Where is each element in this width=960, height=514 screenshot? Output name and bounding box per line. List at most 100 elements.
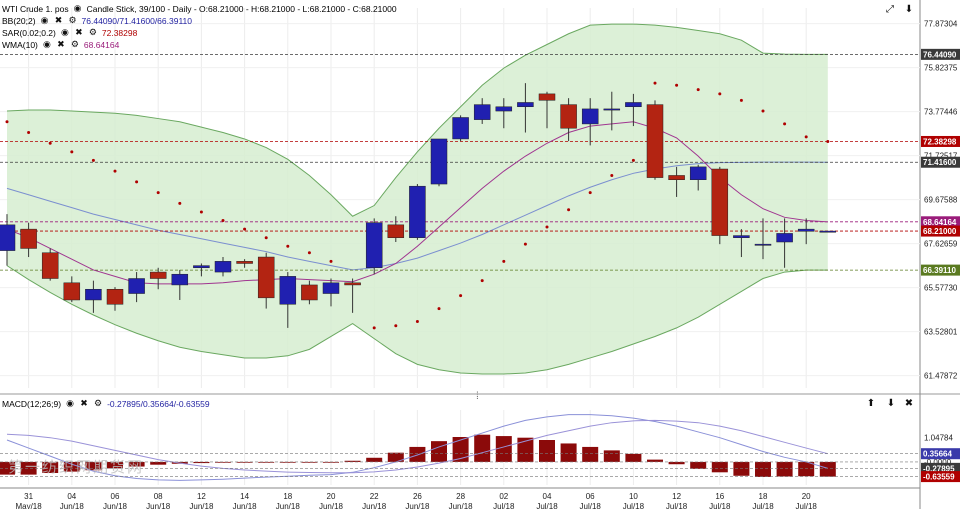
x-tick-day: 14 xyxy=(240,492,249,501)
x-tick-day: 10 xyxy=(629,492,638,501)
price-tag xyxy=(921,135,960,147)
sar-dot xyxy=(5,120,9,124)
x-tick-month: Jul/18 xyxy=(536,502,558,509)
candle-up xyxy=(365,222,383,269)
macd-hist-bar xyxy=(431,441,447,462)
eye-icon[interactable]: ◉ xyxy=(73,3,82,13)
eye-icon[interactable]: ◉ xyxy=(40,15,49,25)
x-tick-day: 20 xyxy=(327,492,336,501)
close-icon[interactable]: ✖ xyxy=(75,27,83,37)
indicator-name: WMA(10) xyxy=(2,39,38,50)
x-tick-month: Jun/18 xyxy=(362,502,387,509)
price-tag-label: 76.44090 xyxy=(923,50,957,59)
eye-icon[interactable]: ◉ xyxy=(60,27,69,37)
x-tick-month: Jun/18 xyxy=(276,502,301,509)
close-icon[interactable]: ✖ xyxy=(57,39,65,49)
macd-hist-bar xyxy=(668,461,685,465)
eye-icon[interactable]: ◉ xyxy=(66,398,74,408)
gear-icon[interactable]: ⚙ xyxy=(70,39,79,49)
price-tag xyxy=(921,448,960,460)
macd-hist-bar xyxy=(215,461,231,463)
candle-down xyxy=(538,93,556,101)
candle-up xyxy=(279,276,297,305)
macd-hist-bar xyxy=(495,436,512,462)
price-tag-label: 0.35664 xyxy=(923,450,952,459)
macd-header: MACD(12;26;9) ◉ ✖ ⚙ -0.27895/0.35664/-0.… xyxy=(2,398,210,409)
x-tick-month: May/18 xyxy=(15,502,42,509)
y-tick-label: 69.67588 xyxy=(924,196,958,205)
candle-down xyxy=(257,256,275,299)
close-icon[interactable]: ✖ xyxy=(904,398,914,409)
close-icon[interactable]: ✖ xyxy=(54,15,63,25)
sar-dot xyxy=(372,326,376,330)
x-tick-day: 02 xyxy=(499,492,508,501)
symbol-name: WTI Crude 1. pos xyxy=(2,3,69,14)
indicator-name: MACD(12;26;9) xyxy=(2,398,62,409)
sar-dot xyxy=(610,173,614,177)
x-tick-day: 16 xyxy=(715,492,724,501)
sar-dot xyxy=(567,208,571,212)
x-tick-day: 04 xyxy=(543,492,552,501)
candle-down xyxy=(560,104,577,129)
macd-hist-bar xyxy=(582,446,599,462)
eye-icon[interactable]: ◉ xyxy=(42,39,51,49)
candle-down xyxy=(711,168,729,236)
sar-dot xyxy=(394,324,398,328)
price-tag xyxy=(921,264,960,276)
candle-up xyxy=(430,138,448,185)
macd-hist-bar xyxy=(387,452,404,462)
y-tick-label: 63.52801 xyxy=(924,328,958,337)
price-tag-label: -0.27895 xyxy=(923,464,955,473)
macd-hist-bar xyxy=(85,461,102,471)
macd-hist-bar xyxy=(539,440,555,462)
sar-dot xyxy=(761,109,765,113)
y-tick-label: 61.47872 xyxy=(924,372,958,381)
price-tag-label: 68.64164 xyxy=(923,218,957,227)
gear-icon[interactable]: ⚙ xyxy=(68,15,77,25)
expand-icon[interactable]: ⤢ xyxy=(886,4,894,15)
sar-dot xyxy=(523,242,527,246)
x-tick-day: 06 xyxy=(586,492,595,501)
candle-down xyxy=(41,252,59,279)
x-tick-day: 22 xyxy=(370,492,379,501)
candle-up xyxy=(473,104,491,120)
drag-handle-icon: ⁞ xyxy=(476,391,479,402)
sar-dot xyxy=(91,158,95,162)
sar-dot xyxy=(113,169,117,173)
x-tick-month: Jun/18 xyxy=(60,502,85,509)
macd-hist-bar xyxy=(236,461,253,463)
x-tick-day: 12 xyxy=(197,492,206,501)
sar-dot xyxy=(739,98,743,102)
x-tick-month: Jun/18 xyxy=(233,502,258,509)
x-tick-month: Jul/18 xyxy=(580,502,602,509)
sar-dot xyxy=(286,244,290,248)
price-tag-label: -0.63559 xyxy=(923,473,955,482)
gear-icon[interactable]: ⚙ xyxy=(88,27,97,37)
move-up-icon[interactable]: ⬆ xyxy=(866,398,876,409)
arrow-down-icon[interactable]: ⬇ xyxy=(904,4,914,15)
candle-up xyxy=(214,261,232,273)
x-tick-day: 18 xyxy=(759,492,768,501)
indicator-values: 76.44090/71.41600/66.39110 xyxy=(81,15,192,26)
macd-hist-bar xyxy=(258,461,275,463)
price-tag xyxy=(921,225,960,237)
sar-dot xyxy=(156,191,160,195)
x-tick-day: 08 xyxy=(154,492,163,501)
candle-down xyxy=(236,261,253,264)
move-down-icon[interactable]: ⬇ xyxy=(886,398,896,409)
sar-dot xyxy=(264,236,268,240)
x-tick-month: Jul/18 xyxy=(493,502,515,509)
macd-hist-bar xyxy=(193,461,210,464)
chart-info: Candle Stick, 39/100 - Daily - O:68.2100… xyxy=(86,3,397,14)
candle-up xyxy=(603,108,621,111)
x-tick-day: 20 xyxy=(802,492,811,501)
close-icon[interactable]: ✖ xyxy=(80,398,88,408)
candle-up xyxy=(171,273,189,286)
gear-icon[interactable]: ⚙ xyxy=(94,398,103,408)
macd-hist-bar xyxy=(128,461,145,467)
sar-dot xyxy=(459,294,463,298)
macd-hist-bar xyxy=(63,461,80,472)
bollinger-lower-line xyxy=(6,265,828,375)
macd-hist-bar xyxy=(755,461,771,477)
x-tick-day: 06 xyxy=(111,492,120,501)
